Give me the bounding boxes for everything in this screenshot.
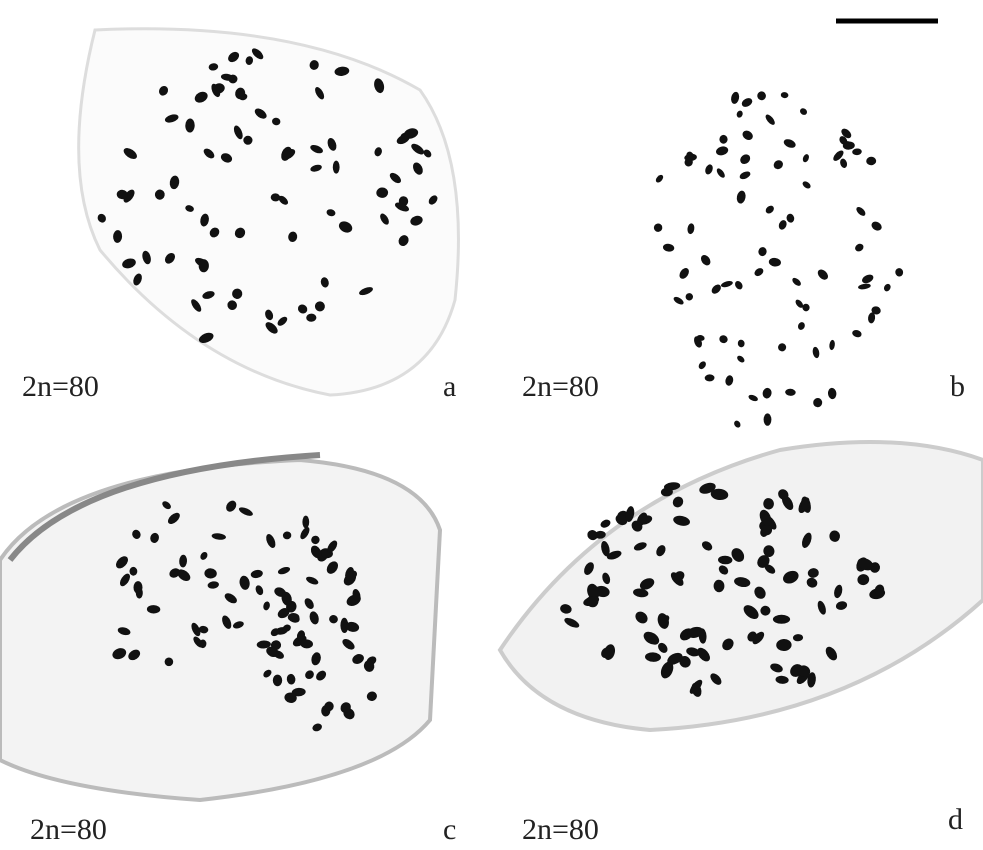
chromosome — [333, 161, 340, 174]
chromosome — [866, 157, 876, 166]
chromosome — [741, 129, 755, 142]
chromosome — [883, 283, 892, 293]
panel-caption: 2n=80 — [522, 815, 599, 845]
chromosome — [773, 615, 790, 624]
chromosome — [710, 283, 723, 296]
panel-caption: 2n=80 — [30, 815, 107, 845]
panel-label: b — [950, 372, 965, 402]
chromosome — [719, 135, 727, 144]
chromosome — [785, 388, 796, 396]
chromosome — [715, 145, 729, 157]
chromosome — [273, 675, 282, 687]
chromosome — [720, 280, 733, 289]
chromosome — [599, 518, 612, 529]
chromosome — [699, 253, 712, 267]
chromosome — [730, 91, 740, 105]
chromosome — [733, 419, 742, 428]
chromosome — [802, 153, 811, 163]
chromosome — [736, 354, 746, 364]
chromosome — [776, 342, 787, 353]
chromosome — [678, 266, 691, 280]
chromosome — [839, 158, 848, 169]
chromosome — [852, 148, 862, 155]
chromosome — [813, 397, 823, 407]
chromosome — [812, 346, 820, 358]
chromosome — [654, 173, 664, 183]
chromosome — [764, 413, 772, 425]
micrographs — [0, 0, 983, 850]
chromosome — [738, 170, 751, 181]
panel-caption: 2n=80 — [522, 372, 599, 402]
chromosome — [797, 321, 806, 331]
chromosome — [858, 283, 871, 290]
chromosome — [801, 180, 812, 190]
chromosome — [764, 113, 777, 126]
chromosome — [756, 90, 766, 101]
chromosome — [737, 339, 745, 348]
cell-outline — [79, 29, 459, 395]
chromosome — [740, 96, 754, 108]
chromosome — [697, 360, 707, 371]
chromosome — [724, 374, 734, 386]
chromosome — [861, 273, 875, 285]
chromosome — [705, 374, 715, 382]
chromosome — [302, 516, 309, 529]
chromosome — [684, 292, 694, 302]
chromosome — [753, 266, 765, 277]
chromosome — [799, 107, 809, 116]
chromosome — [854, 242, 865, 253]
chromosome — [758, 246, 768, 256]
chromosome — [777, 219, 788, 231]
chromosome — [748, 394, 759, 403]
chromosome — [733, 280, 744, 291]
chromosome — [786, 213, 796, 224]
chromosome — [165, 658, 174, 667]
chromosome — [738, 152, 752, 166]
chromosome — [764, 204, 775, 215]
chromosome — [894, 267, 903, 277]
chromosome — [782, 138, 796, 150]
chromosome — [816, 268, 830, 282]
panel-label: c — [443, 815, 456, 845]
panel-label: d — [948, 805, 963, 835]
chromosome — [855, 205, 867, 217]
chromosome — [662, 243, 674, 252]
chromosome — [870, 220, 883, 233]
chromosome — [829, 340, 836, 351]
chromosome — [791, 276, 803, 287]
chromosome — [715, 167, 726, 179]
chromosome — [652, 222, 664, 234]
chromosome — [827, 387, 837, 399]
panel-label: a — [443, 372, 456, 402]
chromosome — [687, 223, 695, 235]
chromosome — [736, 190, 747, 204]
chromosome — [736, 110, 744, 119]
chromosome — [672, 295, 685, 306]
panel-caption: 2n=80 — [22, 372, 99, 402]
chromosome — [718, 334, 729, 344]
chromosome — [762, 387, 773, 399]
chromosome — [780, 92, 788, 99]
chromosome — [851, 329, 862, 339]
chromosome — [768, 257, 781, 267]
chromosome — [772, 158, 785, 171]
chromosome — [704, 163, 714, 175]
figure: 2n=80 a 2n=80 b 2n=80 c 2n=80 d (() => {… — [0, 0, 983, 850]
